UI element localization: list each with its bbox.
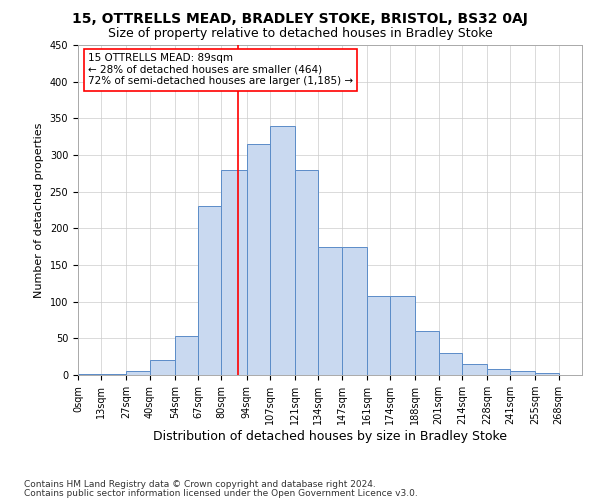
- Bar: [415, 331, 439, 375]
- Bar: [221, 170, 247, 375]
- Bar: [487, 369, 510, 375]
- Bar: [78, 374, 101, 375]
- Bar: [198, 206, 221, 375]
- Bar: [247, 144, 270, 375]
- Bar: [341, 246, 367, 375]
- X-axis label: Distribution of detached houses by size in Bradley Stoke: Distribution of detached houses by size …: [153, 430, 507, 443]
- Bar: [175, 336, 198, 375]
- Bar: [439, 353, 462, 375]
- Text: 15 OTTRELLS MEAD: 89sqm
← 28% of detached houses are smaller (464)
72% of semi-d: 15 OTTRELLS MEAD: 89sqm ← 28% of detache…: [88, 53, 353, 86]
- Bar: [535, 373, 559, 375]
- Bar: [127, 372, 150, 375]
- Bar: [150, 360, 175, 375]
- Bar: [295, 170, 319, 375]
- Bar: [101, 374, 127, 375]
- Bar: [462, 364, 487, 375]
- Bar: [390, 296, 415, 375]
- Text: Size of property relative to detached houses in Bradley Stoke: Size of property relative to detached ho…: [107, 28, 493, 40]
- Bar: [367, 296, 390, 375]
- Bar: [319, 246, 341, 375]
- Bar: [510, 372, 535, 375]
- Text: Contains public sector information licensed under the Open Government Licence v3: Contains public sector information licen…: [24, 488, 418, 498]
- Bar: [270, 126, 295, 375]
- Text: Contains HM Land Registry data © Crown copyright and database right 2024.: Contains HM Land Registry data © Crown c…: [24, 480, 376, 489]
- Text: 15, OTTRELLS MEAD, BRADLEY STOKE, BRISTOL, BS32 0AJ: 15, OTTRELLS MEAD, BRADLEY STOKE, BRISTO…: [72, 12, 528, 26]
- Y-axis label: Number of detached properties: Number of detached properties: [34, 122, 44, 298]
